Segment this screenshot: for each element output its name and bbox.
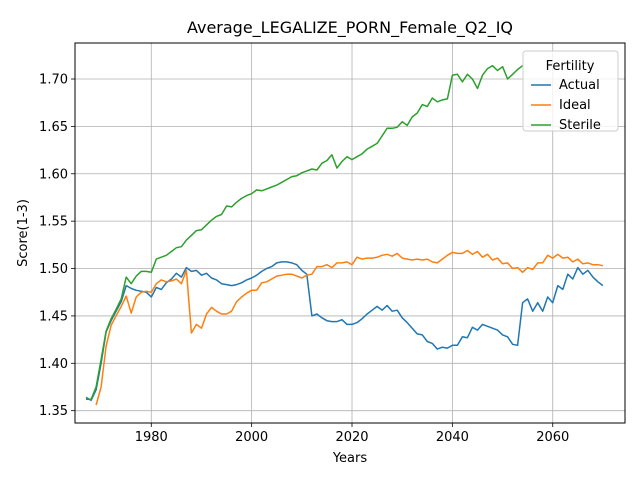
x-tick-label: 2060 bbox=[536, 430, 569, 445]
y-tick-label: 1.45 bbox=[39, 309, 68, 324]
y-tick-label: 1.40 bbox=[39, 357, 68, 372]
plot-frame bbox=[74, 42, 626, 424]
legend-label-actual: Actual bbox=[559, 78, 600, 93]
grid bbox=[75, 43, 625, 423]
legend-label-sterile: Sterile bbox=[559, 118, 601, 133]
series-line-actual bbox=[85, 261, 604, 402]
series-line-sterile bbox=[86, 64, 524, 401]
y-tick-label: 1.70 bbox=[39, 73, 68, 88]
series-line-ideal bbox=[95, 249, 604, 406]
series-lines bbox=[85, 64, 604, 406]
y-tick-label: 1.65 bbox=[39, 120, 68, 135]
x-axis: 1980 2000 2020 2040 2060 bbox=[135, 423, 569, 445]
legend-box bbox=[522, 50, 619, 132]
x-tick-label: 2020 bbox=[335, 430, 368, 445]
y-tick-label: 1.50 bbox=[39, 262, 68, 277]
x-tick-label: 1980 bbox=[135, 430, 168, 445]
legend-label-ideal: Ideal bbox=[559, 98, 591, 113]
x-tick-label: 2040 bbox=[436, 430, 469, 445]
y-tick-label: 1.35 bbox=[39, 404, 68, 419]
x-tick-label: 2000 bbox=[235, 430, 268, 445]
legend: Fertility Actual Ideal Sterile bbox=[522, 50, 619, 133]
x-axis-label: Years bbox=[332, 451, 368, 466]
y-tick-label: 1.55 bbox=[39, 215, 68, 230]
y-axis: 1.35 1.40 1.45 1.50 1.55 1.60 1.65 1.70 bbox=[39, 73, 75, 419]
chart-title: Average_LEGALIZE_PORN_Female_Q2_IQ bbox=[187, 18, 513, 38]
y-tick-label: 1.60 bbox=[39, 167, 68, 182]
legend-title: Fertility bbox=[546, 59, 595, 74]
y-axis-label: Score(1-3) bbox=[16, 199, 31, 267]
